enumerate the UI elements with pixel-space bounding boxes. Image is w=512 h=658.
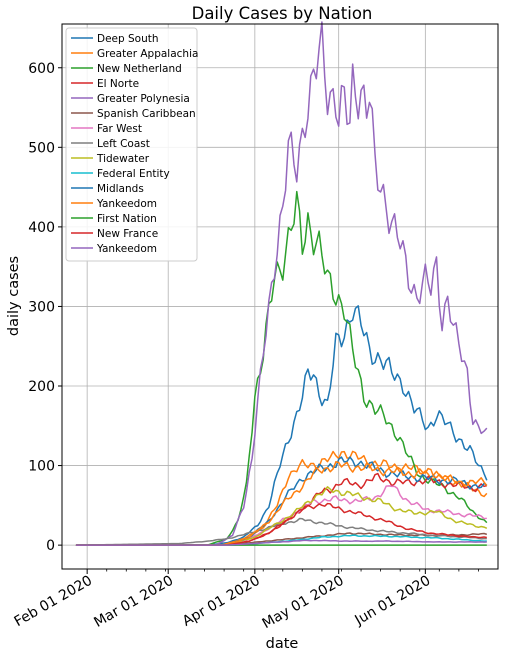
legend-entry: Spanish Caribbean	[97, 108, 196, 120]
legend-entry: First Nation	[97, 213, 157, 225]
y-tick-label: 100	[28, 459, 55, 475]
x-tick-label: Jun 01 2020	[352, 573, 434, 629]
x-tick-label: Apr 01 2020	[180, 573, 263, 630]
y-tick-label: 0	[46, 538, 55, 554]
legend-entry: Deep South	[97, 33, 159, 45]
plot-frame	[61, 23, 499, 570]
y-tick-label: 300	[28, 299, 55, 315]
legend-entry: Left Coast	[97, 138, 150, 150]
y-tick-label: 400	[28, 220, 55, 236]
legend-entry: Greater Polynesia	[97, 93, 190, 105]
legend-entry: El Norte	[97, 78, 139, 90]
x-axis-label: date	[266, 636, 299, 652]
chart-title: Daily Cases by Nation	[192, 4, 373, 23]
x-tick-label: Mar 01 2020	[91, 573, 176, 631]
x-tick-label: May 01 2020	[260, 573, 347, 633]
legend: Deep South Greater Appalachia New Netherla…	[65, 27, 198, 262]
x-tick-label: Feb 01 2020	[12, 573, 95, 630]
series-lines	[75, 21, 488, 546]
y-tick-label: 600	[28, 61, 55, 77]
legend-entry: Greater Appalachia	[97, 48, 198, 60]
series-line	[75, 539, 487, 546]
legend-entry: New Netherland	[97, 63, 182, 75]
legend-entry: Federal Entity	[97, 168, 170, 180]
y-tick-label: 200	[28, 379, 55, 395]
legend-entry: Yankeedom	[96, 243, 157, 255]
y-axis-label: daily cases	[6, 256, 22, 336]
legend-box	[65, 27, 198, 262]
legend-entry: Yankeedom	[96, 198, 157, 210]
legend-entry: Tidewater	[96, 153, 150, 165]
legend-entry: New France	[97, 228, 158, 240]
legend-entry: Midlands	[97, 183, 144, 195]
legend-entry: Far West	[97, 123, 142, 135]
y-tick-label: 500	[28, 140, 55, 156]
y-axis-ticks: 0 100 200 300 400 500 600	[28, 61, 62, 554]
